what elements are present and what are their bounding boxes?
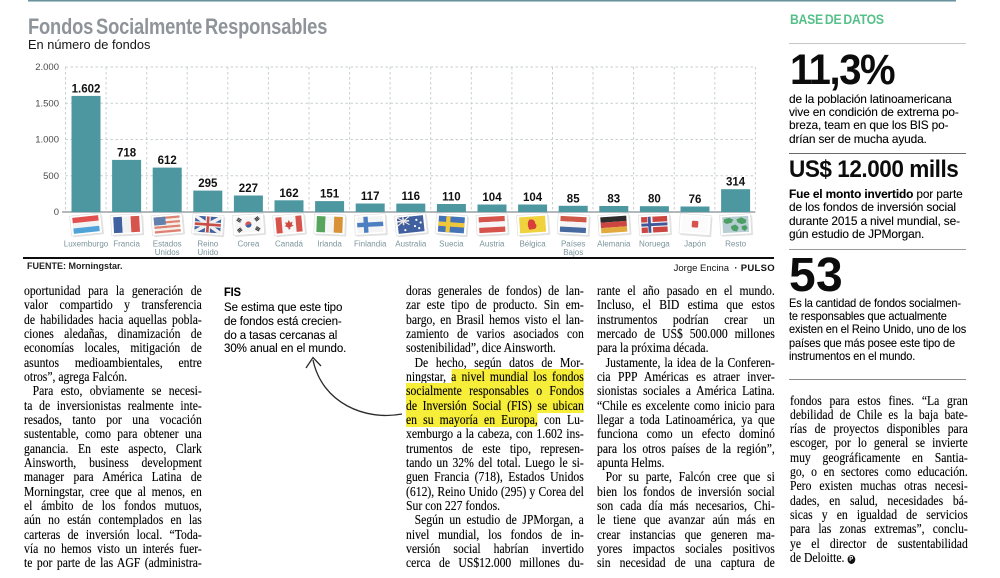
svg-text:1.500: 1.500 [35, 99, 59, 110]
svg-text:Austria: Austria [480, 240, 505, 249]
svg-text:2.000: 2.000 [35, 62, 59, 73]
svg-text:1.602: 1.602 [72, 83, 101, 95]
svg-text:80: 80 [648, 194, 661, 206]
svg-text:110: 110 [442, 192, 461, 204]
svg-text:Finlandia: Finlandia [354, 240, 387, 249]
svg-text:Canadá: Canadá [275, 240, 304, 249]
svg-text:612: 612 [158, 155, 177, 167]
svg-text:104: 104 [523, 192, 543, 204]
svg-text:76: 76 [689, 194, 702, 206]
svg-text:117: 117 [361, 191, 380, 203]
svg-text:Suecia: Suecia [439, 240, 464, 249]
svg-text:Noruega: Noruega [639, 240, 670, 249]
svg-text:116: 116 [402, 191, 421, 203]
svg-text:718: 718 [117, 147, 137, 159]
svg-text:Resto: Resto [725, 240, 746, 249]
svg-text:83: 83 [607, 194, 620, 206]
svg-text:Corea: Corea [238, 240, 260, 249]
svg-text:Japón: Japón [684, 240, 706, 249]
svg-text:0: 0 [54, 207, 59, 218]
svg-text:151: 151 [320, 189, 340, 201]
svg-text:85: 85 [567, 193, 580, 205]
svg-text:314: 314 [726, 177, 746, 189]
svg-text:Irlanda: Irlanda [317, 240, 342, 249]
svg-text:Australia: Australia [395, 240, 427, 249]
svg-text:Reino: Reino [197, 240, 218, 249]
svg-text:1.000: 1.000 [35, 135, 59, 146]
svg-text:227: 227 [239, 183, 258, 195]
svg-text:162: 162 [279, 188, 298, 200]
svg-text:500: 500 [43, 171, 59, 182]
svg-text:104: 104 [482, 192, 502, 204]
svg-text:Bélgica: Bélgica [519, 240, 546, 249]
svg-text:Países: Países [561, 240, 585, 249]
svg-text:Unido: Unido [197, 248, 218, 257]
svg-text:Alemania: Alemania [597, 240, 631, 249]
svg-text:Unidos: Unidos [155, 248, 180, 257]
svg-text:Francia: Francia [113, 240, 140, 249]
svg-text:Estados: Estados [153, 240, 182, 249]
svg-text:Bajos: Bajos [563, 248, 583, 257]
svg-text:Luxemburgo: Luxemburgo [64, 240, 109, 249]
svg-text:295: 295 [198, 178, 218, 190]
